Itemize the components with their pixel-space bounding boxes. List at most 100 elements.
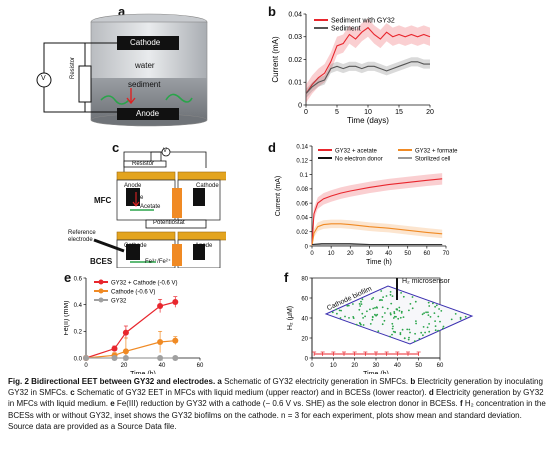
biofilm-cell [423,312,425,314]
legend-entry: Storilized cell [415,157,450,163]
biofilm-cell [389,291,392,293]
biofilm-cell [400,312,403,314]
x-tick-label: 10 [330,363,337,369]
legend-marker [98,288,104,294]
biofilm-cell [442,325,445,328]
biofilm-cell [338,309,341,312]
y-tick-label: 0.0 [74,356,83,362]
caption-b: Electricity generation by inoculating GY… [8,377,543,398]
biofilm-cell [360,303,363,305]
biofilm-cell [434,305,436,308]
biofilm-cell [352,303,354,305]
biofilm-cell [438,308,440,310]
biofilm-cell [392,330,395,333]
biofilm-cell [377,330,380,333]
biofilm-cell [381,316,384,318]
series-line [311,223,443,247]
biofilm-cell [389,293,392,296]
series-line [305,61,430,94]
microsensor-label: H₂ microsensor [402,278,450,285]
biofilm-cell [347,304,350,307]
biofilm-cell [402,295,405,298]
biofilm-cell [409,331,411,334]
fe-label: Fe³⁺/Fe²⁺ [145,259,172,265]
bces-cathode-label: Cathode [124,243,147,249]
biofilm-cell [369,308,371,311]
panel-a: a Cathode water sediment Anode [6,0,226,128]
biofilm-cell [411,296,414,298]
x-tick-label: 0 [304,109,308,116]
biofilm-cell [422,326,425,328]
biofilm-cell [408,309,410,312]
biofilm-cell [335,308,338,311]
y-tick-label: 60 [301,296,308,302]
series-band [306,18,430,103]
data-point [83,355,89,361]
biofilm-cell [371,315,374,318]
biofilm-cell [397,317,400,320]
legend-entry: GY32 + formate [415,149,458,155]
y-axis-label: H₂ (μM) [287,306,294,330]
series-line [311,243,443,246]
x-tick-label: 40 [394,363,401,369]
biofilm-cell [409,303,412,305]
x-tick-label: 15 [395,109,403,116]
data-point [122,329,129,336]
biofilm-cell [427,314,430,316]
biofilm-cell [391,327,394,330]
biofilm-cell [364,315,366,318]
legend-marker [98,279,104,285]
biofilm-cell [454,313,457,315]
x-tick-label: 30 [366,251,373,257]
biofilm-cell [391,295,394,297]
y-tick-label: 0.03 [288,34,302,41]
panel-c: c Resistor V Anode Cathode e Acetate MFC… [6,140,226,268]
biofilm-cell [408,328,411,331]
biofilm-cell [440,310,443,312]
biofilm-cell [358,303,361,305]
panel-label-f: f [284,270,289,285]
biofilm-cell [331,311,334,314]
panel-b: b 0 5 10 15 20 0 0.01 0.02 0.03 0.04 Time (days) Cu… [268,0,544,130]
x-tick-label: 60 [424,251,431,257]
biofilm-cell [371,318,374,321]
x-tick-label: 20 [351,363,358,369]
biofilm-cell [381,306,384,309]
x-tick-label: 60 [437,363,444,369]
legend-entry: GY32 + acetate [335,149,378,155]
biofilm-cell [425,311,427,314]
biofilm-cell [399,316,402,319]
biofilm-cell [374,307,376,309]
data-point [157,339,164,345]
chart-b: 0 5 10 15 20 0 0.01 0.02 0.03 0.04 Time (days) Curr… [271,11,434,125]
biofilm-cell [429,316,432,318]
y-tick-label: 40 [301,316,308,322]
biofilm-cell [378,299,381,302]
smfc-schematic [36,13,208,127]
biofilm-cell [434,329,437,332]
biofilm-cell [391,322,394,325]
biofilm-cell [459,316,462,319]
biofilm-cell [442,327,444,330]
biofilm-cell [390,302,393,305]
x-tick-label: 40 [385,251,392,257]
biofilm-cell [399,333,402,336]
x-axis-label: Time (h) [366,259,392,266]
data-point [157,355,164,361]
biofilm-cell [394,331,396,333]
data-point [157,303,164,309]
biofilm-cell [434,325,437,327]
biofilm-cell [352,316,355,318]
mfc-bces-schematic [93,147,226,268]
biofilm-cell [399,332,402,334]
biofilm-cell [418,337,421,340]
x-tick-label: 10 [364,109,372,116]
x-tick-label: 0 [84,363,88,369]
biofilm-cell [401,328,404,331]
y-tick-label: 0 [298,102,302,109]
panel-label-a: a [118,4,126,19]
y-tick-label: 0.02 [296,230,308,236]
legend-entry: No electron donor [335,157,383,163]
biofilm-cell [426,326,429,329]
panel-f: f 0102030405060020406080Time (h)H₂ (μM) … [284,270,492,374]
